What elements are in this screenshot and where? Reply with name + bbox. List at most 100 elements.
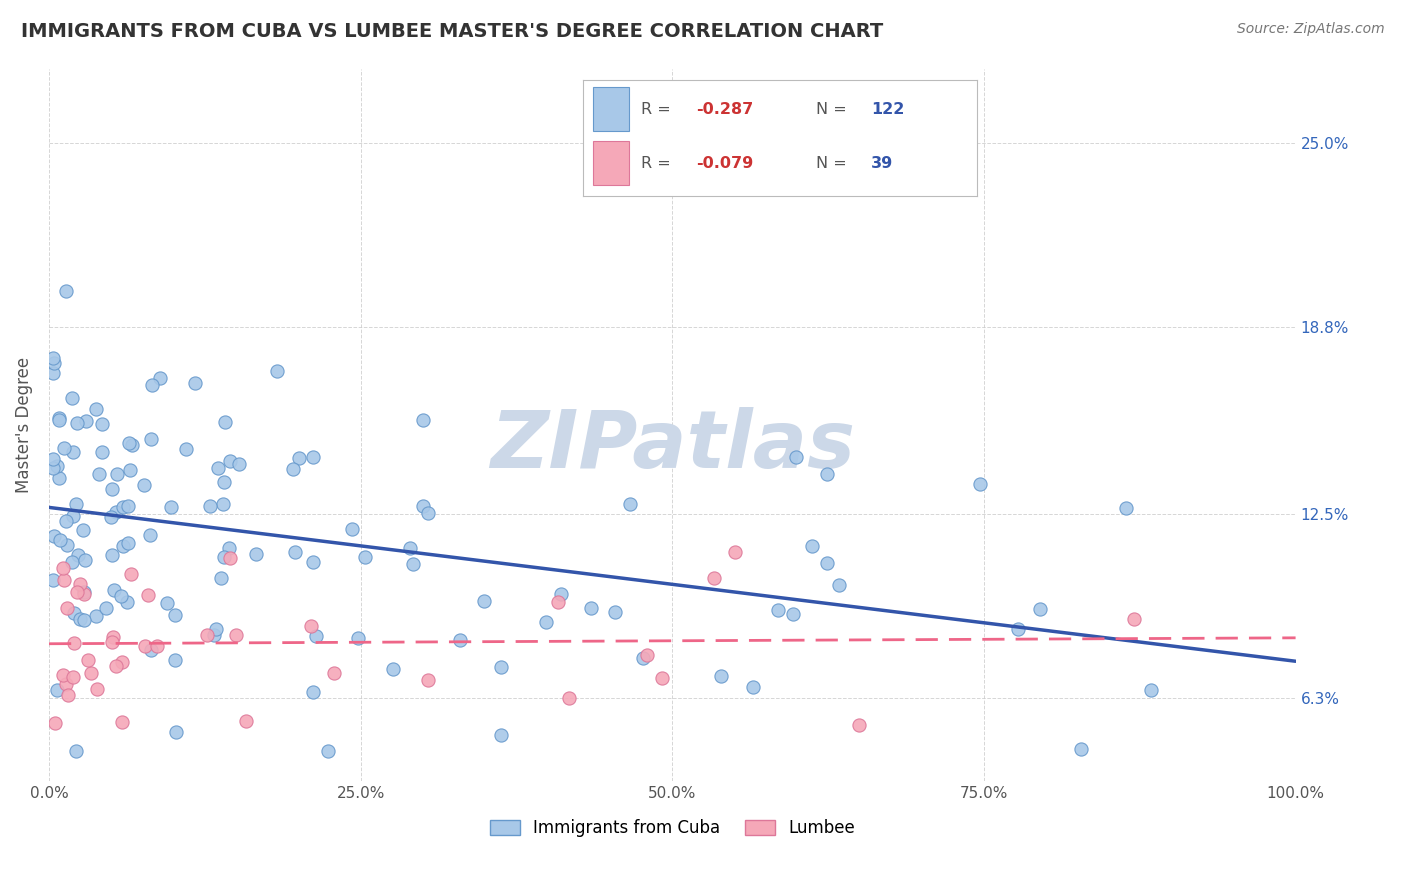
- Point: [165, 608, 187, 623]
- Point: [62, 670, 84, 684]
- Point: [55, 284, 77, 298]
- Text: N =: N =: [815, 156, 846, 170]
- Point: [94, 601, 117, 615]
- Point: [41, 351, 63, 365]
- Point: [111, 714, 134, 729]
- Bar: [593, 87, 628, 131]
- Point: [139, 528, 162, 542]
- Point: [101, 630, 124, 644]
- Point: [491, 728, 513, 742]
- Point: [214, 415, 236, 429]
- Point: [118, 463, 141, 477]
- Point: [1028, 602, 1050, 616]
- Point: [66, 585, 89, 599]
- Point: [89, 467, 111, 481]
- Point: [636, 648, 658, 662]
- Point: [121, 438, 143, 452]
- Point: [741, 680, 763, 694]
- Point: [198, 499, 221, 513]
- Y-axis label: Master's Degree: Master's Degree: [15, 357, 32, 492]
- Point: [41, 452, 63, 467]
- Point: [301, 450, 323, 464]
- Point: [65, 744, 87, 758]
- Point: [42, 529, 65, 543]
- Point: [815, 556, 838, 570]
- Point: [536, 615, 558, 629]
- Point: [115, 595, 138, 609]
- Point: [491, 659, 513, 673]
- Point: [156, 596, 179, 610]
- Point: [138, 588, 160, 602]
- Point: [62, 445, 84, 459]
- Point: [42, 460, 65, 475]
- Point: [284, 545, 307, 559]
- Point: [472, 594, 495, 608]
- Point: [288, 451, 311, 466]
- Point: [283, 462, 305, 476]
- Point: [766, 602, 789, 616]
- Point: [118, 435, 141, 450]
- Point: [100, 482, 122, 496]
- Point: [69, 577, 91, 591]
- Point: [165, 725, 187, 739]
- Point: [382, 662, 405, 676]
- Point: [1122, 611, 1144, 625]
- Point: [52, 561, 75, 575]
- Point: [412, 413, 434, 427]
- Point: [110, 589, 132, 603]
- Point: [101, 549, 124, 563]
- Point: [72, 613, 94, 627]
- Text: ZIPatlas: ZIPatlas: [489, 407, 855, 485]
- Point: [969, 476, 991, 491]
- Point: [48, 471, 70, 485]
- Point: [134, 639, 156, 653]
- Point: [48, 413, 70, 427]
- Point: [111, 655, 134, 669]
- Point: [104, 505, 127, 519]
- Point: [302, 555, 325, 569]
- Point: [117, 535, 139, 549]
- Point: [782, 607, 804, 622]
- Point: [66, 548, 89, 562]
- Point: [100, 510, 122, 524]
- Point: [41, 366, 63, 380]
- Point: [815, 467, 838, 482]
- Point: [49, 533, 72, 548]
- Point: [90, 417, 112, 431]
- Point: [266, 364, 288, 378]
- Point: [301, 684, 323, 698]
- Point: [46, 683, 69, 698]
- Point: [75, 414, 97, 428]
- Point: [84, 609, 107, 624]
- Point: [631, 651, 654, 665]
- Point: [305, 629, 328, 643]
- Point: [62, 509, 84, 524]
- Point: [149, 371, 172, 385]
- Point: [710, 669, 733, 683]
- Point: [550, 586, 572, 600]
- Point: [184, 376, 207, 390]
- Point: [245, 547, 267, 561]
- Point: [65, 497, 87, 511]
- Point: [207, 461, 229, 475]
- Point: [66, 416, 89, 430]
- Point: [205, 622, 228, 636]
- Legend: Immigrants from Cuba, Lumbee: Immigrants from Cuba, Lumbee: [482, 813, 862, 844]
- Text: -0.287: -0.287: [696, 103, 754, 118]
- Point: [117, 499, 139, 513]
- Point: [354, 549, 377, 564]
- Point: [53, 441, 76, 455]
- Point: [105, 467, 128, 481]
- Point: [62, 635, 84, 649]
- Point: [212, 498, 235, 512]
- Point: [316, 744, 339, 758]
- Point: [785, 450, 807, 464]
- Point: [219, 550, 242, 565]
- Point: [212, 475, 235, 490]
- Point: [579, 600, 602, 615]
- Text: R =: R =: [641, 103, 671, 118]
- Point: [63, 606, 86, 620]
- Point: [58, 688, 80, 702]
- Point: [146, 639, 169, 653]
- Point: [412, 499, 434, 513]
